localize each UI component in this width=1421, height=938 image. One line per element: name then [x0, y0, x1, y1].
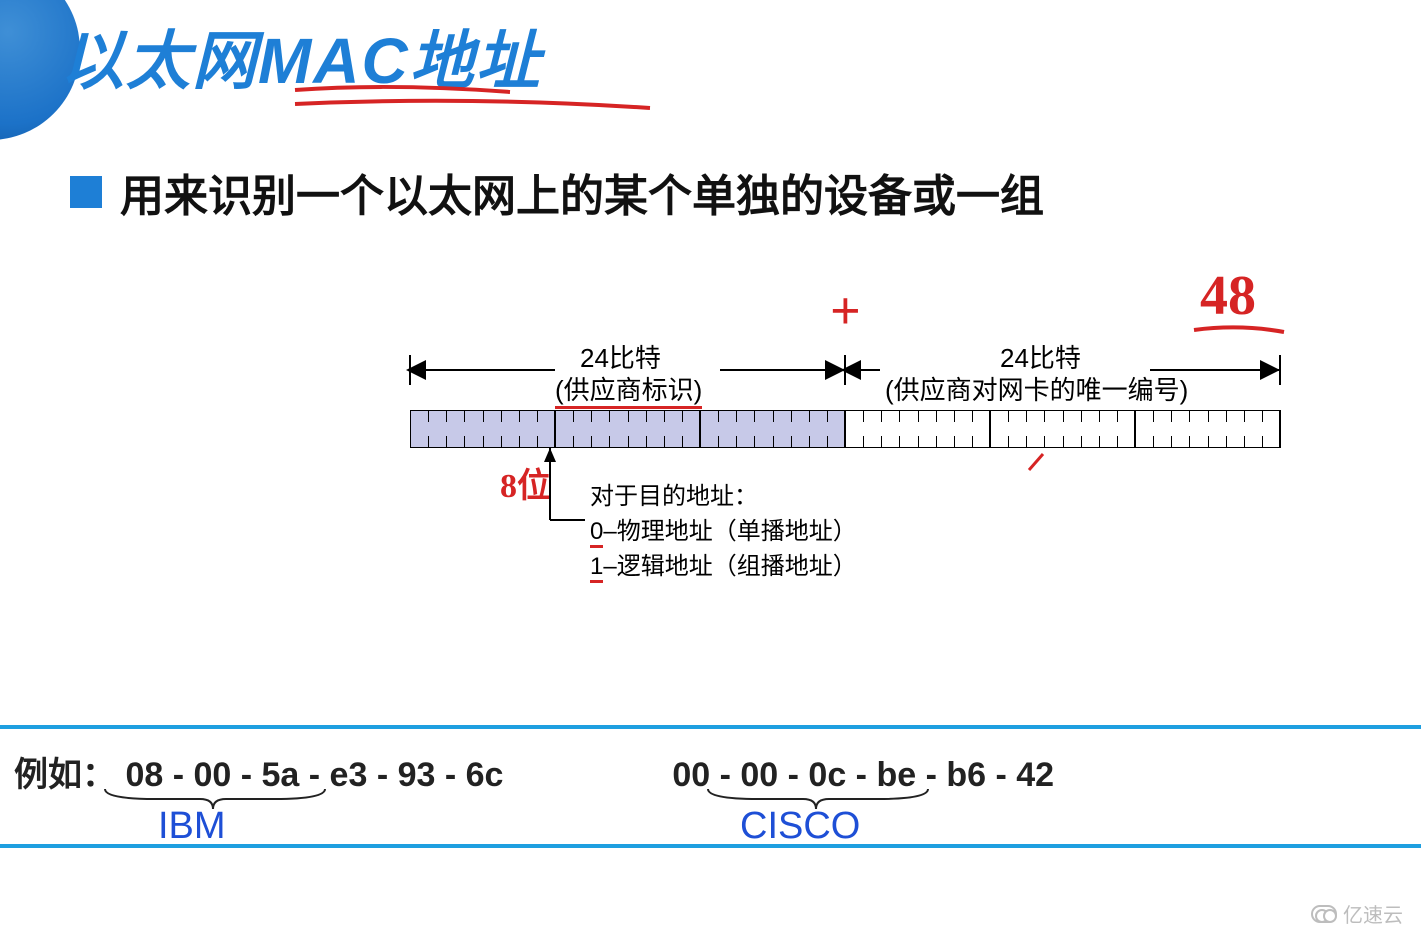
dest-line-1: 1–逻辑地址（组播地址） [590, 550, 857, 585]
dest-address-note: 对于目的地址： 0–物理地址（单播地址） 1–逻辑地址（组播地址） [590, 480, 857, 584]
bullet-row: 用来识别一个以太网上的某个单独的设备或一组 [70, 160, 1044, 224]
watermark: 亿速云 [1311, 899, 1403, 928]
seg1-desc: (供应商标识) [555, 370, 702, 407]
bullet-icon [70, 176, 102, 208]
seg2-desc: (供应商对网卡的唯一编号) [885, 370, 1188, 407]
vendor-label-ibm: IBM [158, 805, 226, 848]
example-bar: 例如： 08 - 00 - 5a - e3 - 93 - 6c 00 - 00 … [0, 725, 1421, 848]
watermark-text: 亿速云 [1343, 899, 1403, 928]
watermark-icon [1311, 905, 1337, 923]
slide: 以太网MAC地址 用来识别一个以太网上的某个单独的设备或一组 + 48 [0, 0, 1421, 938]
cursor-mark [1025, 450, 1049, 474]
dimension-arrows [0, 260, 1421, 420]
title-hand-underline [290, 80, 670, 120]
dest-heading: 对于目的地址： [590, 480, 857, 515]
vendor-label-cisco: CISCO [740, 805, 860, 848]
bullet-text: 用来识别一个以太网上的某个单独的设备或一组 [120, 160, 1044, 224]
mac-bitfield-diagram: + 48 24比特 (供应商标识) 24比特 (供应商对网卡的唯一编号) [0, 260, 1421, 680]
dest-line-0: 0–物理地址（单播地址） [590, 515, 857, 550]
